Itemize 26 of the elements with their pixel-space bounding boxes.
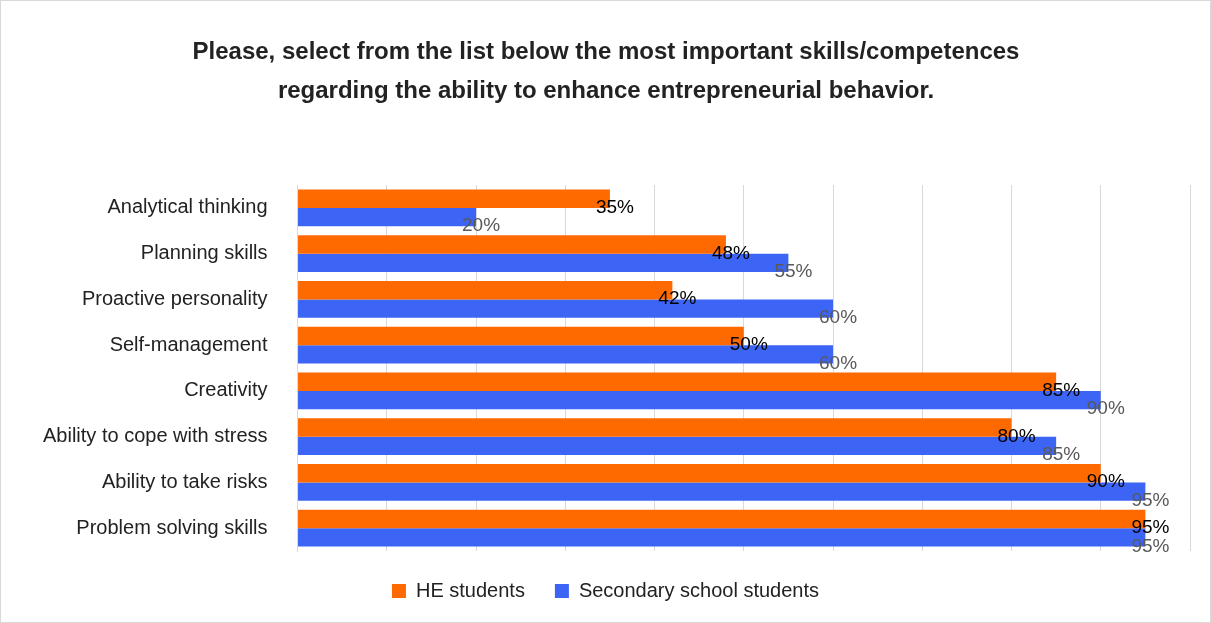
y-tick-label: Problem solving skills: [76, 515, 268, 538]
data-label: 48%: [711, 241, 751, 263]
data-label: 60%: [819, 305, 858, 327]
chart-title: Please, select from the list below the most important skills/competences regarding the ability to enhance entrepreneurial behavior.: [191, 36, 1021, 105]
legend-label: HE students: [415, 578, 525, 601]
data-label: 35%: [595, 195, 635, 217]
y-tick-label: Planning skills: [140, 241, 268, 264]
y-tick-label: Proactive personality: [81, 286, 268, 309]
data-label: 60%: [819, 351, 858, 373]
data-label: 80%: [997, 424, 1036, 446]
data-label: 90%: [1086, 397, 1125, 419]
data-label: 50%: [729, 333, 768, 355]
data-label: 95%: [1131, 488, 1170, 510]
data-label: 20%: [462, 214, 501, 236]
y-tick-label: Ability to cope with stress: [43, 424, 268, 447]
data-label: 85%: [1042, 378, 1081, 400]
data-label: 42%: [658, 287, 697, 309]
y-tick-label: Self-management: [109, 332, 268, 355]
data-label: 55%: [774, 260, 813, 282]
data-label: 85%: [1042, 443, 1081, 465]
y-tick-label: Ability to take risks: [101, 469, 268, 492]
data-label: 90%: [1086, 470, 1125, 492]
y-tick-label: Creativity: [184, 378, 268, 401]
y-tick-label: Analytical thinking: [107, 195, 268, 218]
data-label: 95%: [1131, 534, 1170, 556]
legend-label: Secondary school students: [578, 578, 820, 601]
